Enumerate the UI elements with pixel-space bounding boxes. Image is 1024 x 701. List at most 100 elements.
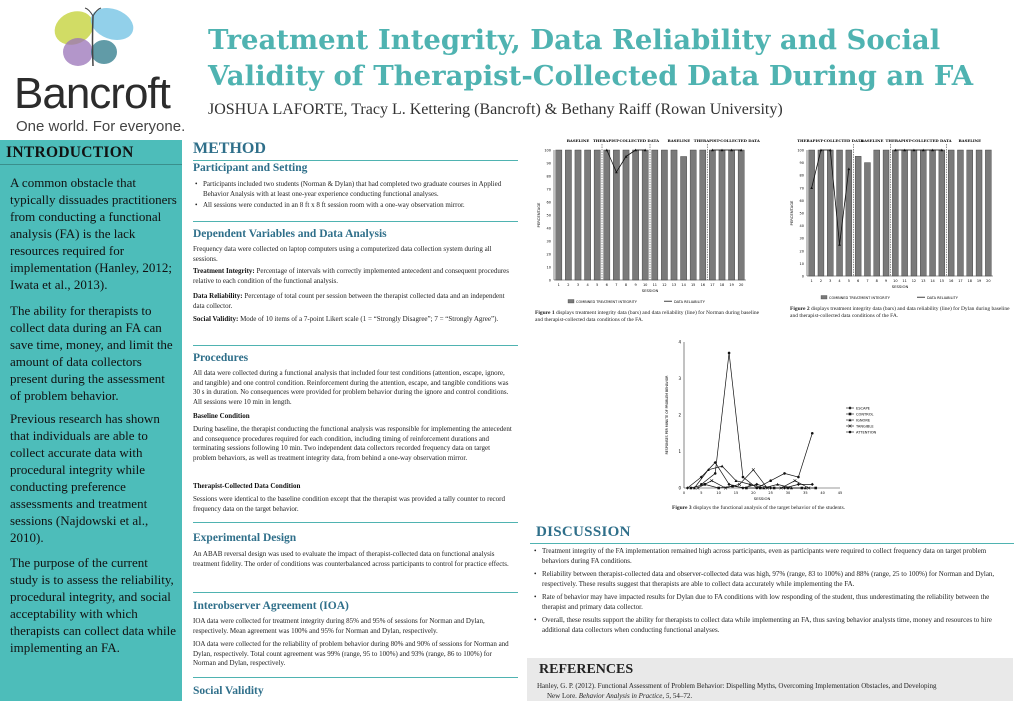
integrity-bar — [966, 149, 973, 277]
y-tick-label: 20 — [800, 249, 804, 253]
reference-entry: Hanley, G. P. (2012). Functional Assessm… — [537, 682, 937, 700]
data-point — [706, 468, 710, 472]
integrity-bar — [718, 149, 726, 281]
integrity-bar — [689, 149, 697, 281]
integrity-bar — [661, 149, 668, 281]
x-tick-label: 2 — [567, 283, 569, 287]
x-tick-label: 45 — [838, 491, 842, 495]
reliability-line — [606, 149, 617, 173]
data-point — [748, 482, 752, 486]
bancroft-logo: Bancroft One world. For everyone. — [10, 4, 195, 138]
phase-label: BASELINE — [861, 138, 884, 143]
y-tick-label: 80 — [800, 174, 804, 178]
divider — [193, 522, 518, 523]
x-tick-label: 19 — [977, 279, 981, 283]
x-tick-label: 2 — [820, 279, 822, 283]
x-tick-label: 15 — [940, 279, 944, 283]
reliability-point — [739, 148, 743, 152]
therapist-collected-paragraph: Sessions were identical to the baseline … — [193, 495, 505, 513]
x-tick-label: 15 — [691, 283, 695, 287]
x-tick-label: 12 — [912, 279, 916, 283]
brand-tagline: One world. For everyone. — [16, 118, 186, 135]
legend-label: COMBINED TREATMENT INTEGRITY — [576, 300, 638, 304]
title-line-2: Validity of Therapist-Collected Data Dur… — [208, 60, 974, 92]
x-tick-label: 13 — [672, 283, 676, 287]
x-axis-label: SESSION — [642, 288, 659, 293]
integrity-bar — [593, 149, 601, 281]
data-point — [751, 468, 755, 472]
integrity-bar — [845, 149, 853, 277]
social-validity-heading: Social Validity — [193, 685, 264, 697]
integrity-bar — [873, 149, 880, 277]
title-line-1: Treatment Integrity, Data Reliability an… — [208, 24, 941, 56]
legend-label: CONTROL — [856, 412, 874, 416]
y-tick-label: 0 — [802, 275, 804, 279]
x-tick-label: 13 — [921, 279, 925, 283]
x-tick-label: 7 — [615, 283, 617, 287]
reliability-point — [634, 148, 637, 152]
introduction-heading: INTRODUCTION — [6, 144, 134, 161]
authors: JOSHUA LAFORTE, Tracy L. Kettering (Banc… — [208, 101, 783, 118]
data-point — [765, 486, 769, 490]
legend-label: ATTENTION — [856, 430, 877, 434]
data-point — [797, 475, 800, 479]
integrity-bar — [901, 149, 908, 277]
divider — [193, 160, 518, 161]
reliability-line — [616, 156, 627, 173]
reliability-line — [829, 149, 840, 245]
y-tick-label: 100 — [544, 149, 551, 153]
phase-label: BASELINE — [958, 138, 981, 143]
phase-label: THERAPIST-COLLECTED DATA — [886, 138, 952, 143]
y-tick-label: 70 — [547, 188, 551, 192]
data-point — [755, 482, 759, 486]
y-tick-label: 90 — [800, 161, 804, 165]
treatment-integrity-definition: Treatment Integrity: Percentage of inter… — [193, 267, 509, 285]
x-tick-label: 8 — [625, 283, 627, 287]
references-heading: REFERENCES — [539, 662, 634, 677]
reliability-point — [730, 148, 733, 152]
discussion-section: DISCUSSION Treatment integrity of the FA… — [530, 522, 1014, 657]
data-point — [692, 486, 696, 490]
references-section: REFERENCES Hanley, G. P. (2012). Functio… — [527, 658, 1013, 701]
integrity-bar — [699, 149, 707, 281]
y-tick-label: 1 — [678, 449, 681, 454]
y-tick-label: 3 — [678, 376, 681, 381]
integrity-bar — [817, 149, 825, 277]
discussion-bullet: Overall, these results support the abili… — [534, 616, 1012, 635]
brand-name: Bancroft — [14, 69, 171, 118]
divider — [193, 221, 518, 222]
x-tick-label: 17 — [710, 283, 714, 287]
y-tick-label: 10 — [800, 262, 804, 266]
intro-paragraph: A common obstacle that typically dissuad… — [10, 175, 177, 292]
x-tick-label: 7 — [866, 279, 868, 283]
integrity-bar — [938, 149, 946, 277]
y-tick-label: 0 — [549, 279, 551, 283]
divider — [193, 677, 518, 678]
x-tick-label: 11 — [653, 283, 657, 287]
data-point — [741, 486, 745, 490]
x-tick-label: 10 — [716, 491, 720, 495]
data-point — [685, 486, 690, 490]
reliability-point — [893, 148, 897, 152]
integrity-bar — [680, 156, 687, 281]
x-tick-label: 18 — [720, 283, 724, 287]
x-tick-label: 18 — [968, 279, 972, 283]
data-point — [762, 486, 766, 490]
x-tick-label: 20 — [986, 279, 990, 283]
reliability-line — [811, 149, 822, 188]
y-tick-label: 70 — [800, 186, 804, 190]
participants-bullet: Participants included two students (Norm… — [195, 180, 518, 199]
y-tick-label: 80 — [547, 175, 551, 179]
legend-swatch-bars — [820, 295, 828, 300]
x-tick-label: 0 — [683, 491, 685, 495]
data-point — [769, 479, 772, 482]
data-point — [814, 486, 818, 490]
figure-2-caption: Figure 2 displays treatment integrity da… — [790, 306, 1010, 319]
integrity-bar — [947, 149, 955, 277]
y-tick-label: 30 — [547, 240, 551, 244]
x-tick-label: 5 — [848, 279, 850, 283]
ioa-heading: Interobserver Agreement (IOA) — [193, 600, 349, 612]
reliability-point — [643, 148, 647, 152]
participants-bullet: All sessions were conducted in an 8 ft x… — [195, 201, 518, 211]
dv-paragraph: Frequency data were collected on laptop … — [193, 245, 492, 263]
